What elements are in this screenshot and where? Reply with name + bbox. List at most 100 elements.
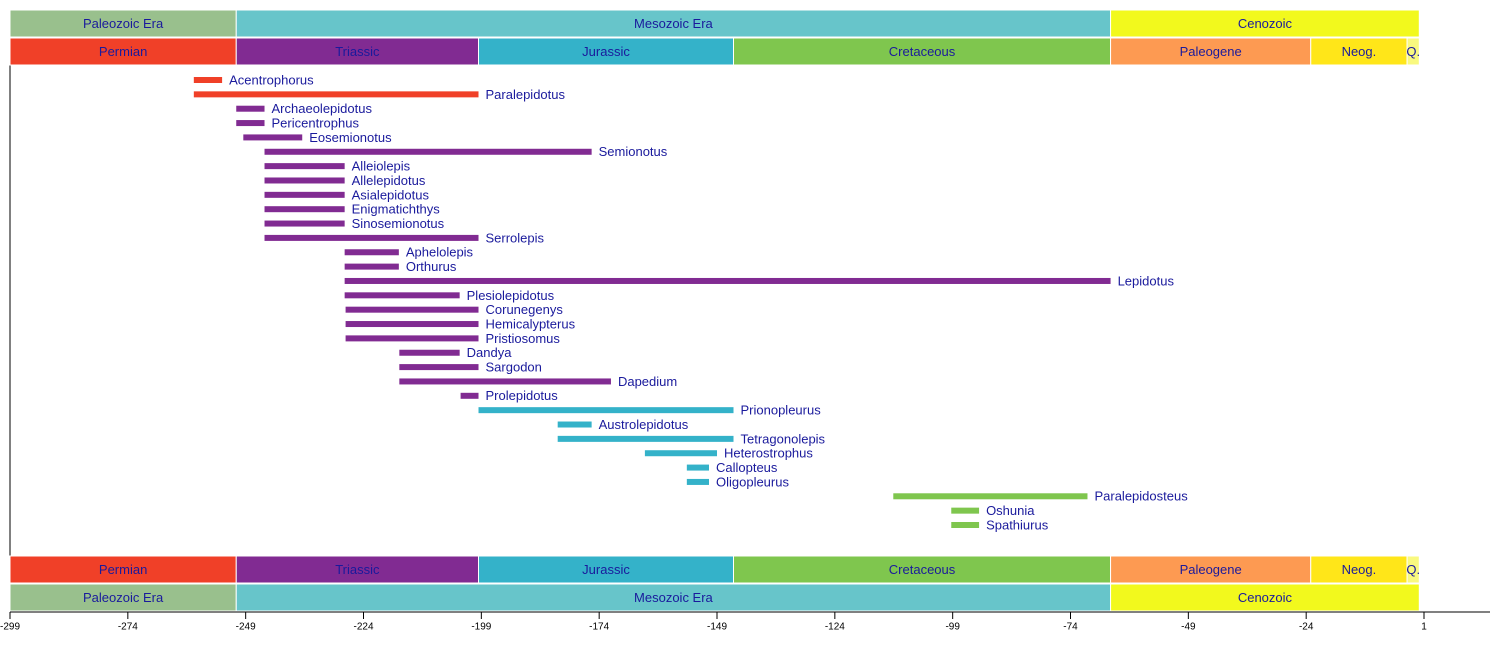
taxon-bar: [264, 148, 592, 155]
era: [1110, 9, 1420, 38]
x-tick-label: -24: [1299, 622, 1314, 633]
period: [235, 555, 480, 584]
taxon-label: Allelepidotus: [352, 173, 426, 188]
period-label: Neog.: [1342, 44, 1377, 59]
period: [9, 555, 237, 584]
taxon-bar: [193, 77, 223, 83]
era-label: Paleozoic Era: [83, 590, 164, 605]
taxon-label: Corunegenys: [486, 302, 564, 317]
era-label: Mesozoic Era: [634, 16, 714, 31]
taxon-bar: [644, 450, 718, 457]
x-tick-label: -199: [471, 622, 491, 633]
taxon-label: Tetragonolepis: [741, 431, 826, 446]
taxon-bar: [686, 464, 709, 471]
taxon-bar: [243, 134, 303, 141]
period: [1406, 555, 1420, 584]
taxon-bar: [344, 249, 399, 256]
taxon-bar: [344, 292, 460, 299]
period-label: Q.: [1406, 44, 1420, 59]
taxon-bar: [399, 378, 611, 385]
taxon-label: Aphelolepis: [406, 245, 474, 260]
period-label: Cretaceous: [889, 44, 956, 59]
taxon-label: Alleiolepis: [352, 159, 411, 174]
taxon-bar: [236, 120, 265, 127]
taxon-bar: [399, 349, 460, 356]
era: [1110, 583, 1420, 612]
taxon-label: Pericentrophus: [272, 116, 360, 131]
taxon-label: Prionopleurus: [741, 403, 822, 418]
era-label: Cenozoic: [1238, 590, 1293, 605]
era: [9, 583, 237, 612]
taxon-bar: [951, 522, 980, 528]
taxon-bar: [893, 493, 1088, 500]
taxon-label: Eosemionotus: [309, 130, 392, 145]
period-label: Cretaceous: [889, 562, 956, 577]
taxon-label: Asialepidotus: [352, 187, 430, 202]
x-tick-label: 1: [1421, 622, 1427, 633]
x-tick-label: -274: [118, 622, 138, 633]
taxon-label: Lepidotus: [1118, 273, 1175, 288]
x-tick-label: -249: [236, 622, 256, 633]
taxon-bar: [345, 306, 479, 313]
taxon-bar: [478, 407, 734, 414]
taxon-label: Oshunia: [986, 503, 1035, 518]
taxon-label: Sargodon: [486, 360, 542, 375]
period-label: Jurassic: [582, 44, 630, 59]
x-tick-label: -149: [707, 622, 727, 633]
era: [235, 9, 1112, 38]
x-tick-label: -224: [353, 622, 373, 633]
x-tick-label: -49: [1181, 622, 1196, 633]
taxon-bar: [557, 435, 734, 442]
x-tick-label: -299: [0, 622, 20, 633]
period-label: Jurassic: [582, 562, 630, 577]
taxon-bar: [344, 263, 399, 270]
x-tick-label: -124: [825, 622, 845, 633]
period-label: Q.: [1406, 562, 1420, 577]
taxon-label: Callopteus: [716, 460, 778, 475]
taxon-label: Orthurus: [406, 259, 457, 274]
taxon-label: Paralepidosteus: [1094, 489, 1188, 504]
taxon-bar: [460, 392, 479, 399]
x-tick-label: -99: [945, 622, 960, 633]
period-label: Neog.: [1342, 562, 1377, 577]
period: [478, 37, 735, 66]
x-tick-label: -74: [1063, 622, 1078, 633]
era-label: Paleozoic Era: [83, 16, 164, 31]
taxon-bar: [264, 206, 345, 213]
taxon-bar: [557, 421, 592, 428]
taxon-label: Sinosemionotus: [352, 216, 445, 231]
taxon-label: Dandya: [467, 345, 513, 360]
taxon-label: Pristiosomus: [486, 331, 561, 346]
period: [733, 555, 1112, 584]
taxon-label: Prolepidotus: [486, 388, 559, 403]
period-label: Triassic: [335, 44, 380, 59]
taxon-bar: [686, 478, 709, 485]
taxon-label: Semionotus: [599, 144, 668, 159]
taxon-label: Enigmatichthys: [352, 202, 441, 217]
taxon-label: Heterostrophus: [724, 446, 813, 461]
taxon-bar: [951, 507, 980, 514]
period: [478, 555, 735, 584]
taxon-bar: [345, 321, 479, 328]
period: [1310, 37, 1408, 66]
taxon-bar: [264, 191, 345, 198]
period-label: Permian: [99, 562, 147, 577]
taxon-bar: [264, 234, 479, 241]
taxon-bar: [345, 335, 479, 342]
taxon-bar: [399, 364, 479, 371]
era: [235, 583, 1112, 612]
taxon-label: Paralepidotus: [486, 87, 566, 102]
taxon-bar: [193, 91, 479, 98]
taxon-bar: [264, 220, 345, 227]
taxon-bar: [264, 177, 345, 184]
x-tick-label: -174: [589, 622, 609, 633]
period-label: Permian: [99, 44, 147, 59]
taxon-bar: [264, 163, 345, 170]
taxon-label: Austrolepidotus: [599, 417, 689, 432]
period: [1110, 555, 1312, 584]
taxon-label: Archaeolepidotus: [272, 101, 373, 116]
period-label: Paleogene: [1180, 562, 1242, 577]
period: [1406, 37, 1420, 66]
taxon-label: Plesiolepidotus: [467, 288, 555, 303]
